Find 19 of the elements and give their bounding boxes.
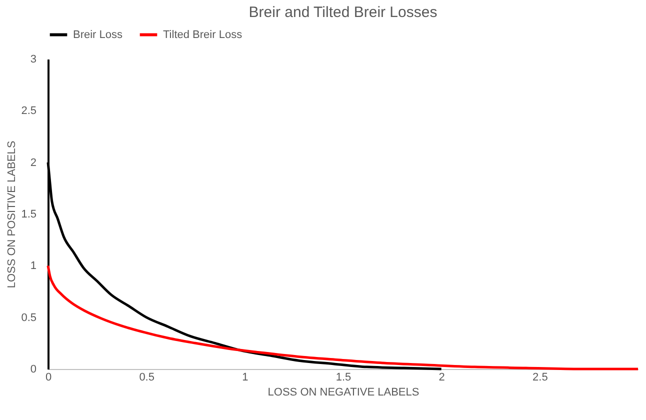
x-tick-label: 0 xyxy=(45,372,52,384)
y-tick-label: 3 xyxy=(30,54,36,66)
x-tick-label: 1.5 xyxy=(336,372,352,384)
x-tick-label: 1 xyxy=(242,372,248,384)
y-tick-label: 0 xyxy=(30,364,36,376)
chart-title: Breir and Tilted Breir Losses xyxy=(248,4,438,21)
y-tick-label: 1 xyxy=(30,260,36,272)
line-series xyxy=(46,264,640,370)
y-tick-label: 2.5 xyxy=(21,105,36,118)
y-axis-title: LOSS ON POSITIVE LABELS xyxy=(6,140,18,288)
legend-label: Tilted Breir Loss xyxy=(163,28,243,41)
x-tick-label: 2 xyxy=(438,372,445,384)
x-axis-title: LOSS ON NEGATIVE LABELS xyxy=(268,386,420,398)
legend-label: Breir Loss xyxy=(73,28,124,41)
x-tick-label: 0.5 xyxy=(139,372,154,384)
y-tick-label: 1.5 xyxy=(21,208,36,220)
x-tick-label: 2.5 xyxy=(532,372,548,384)
y-tick-label: 2 xyxy=(30,156,36,169)
y-tick-label: 0.5 xyxy=(21,312,36,324)
